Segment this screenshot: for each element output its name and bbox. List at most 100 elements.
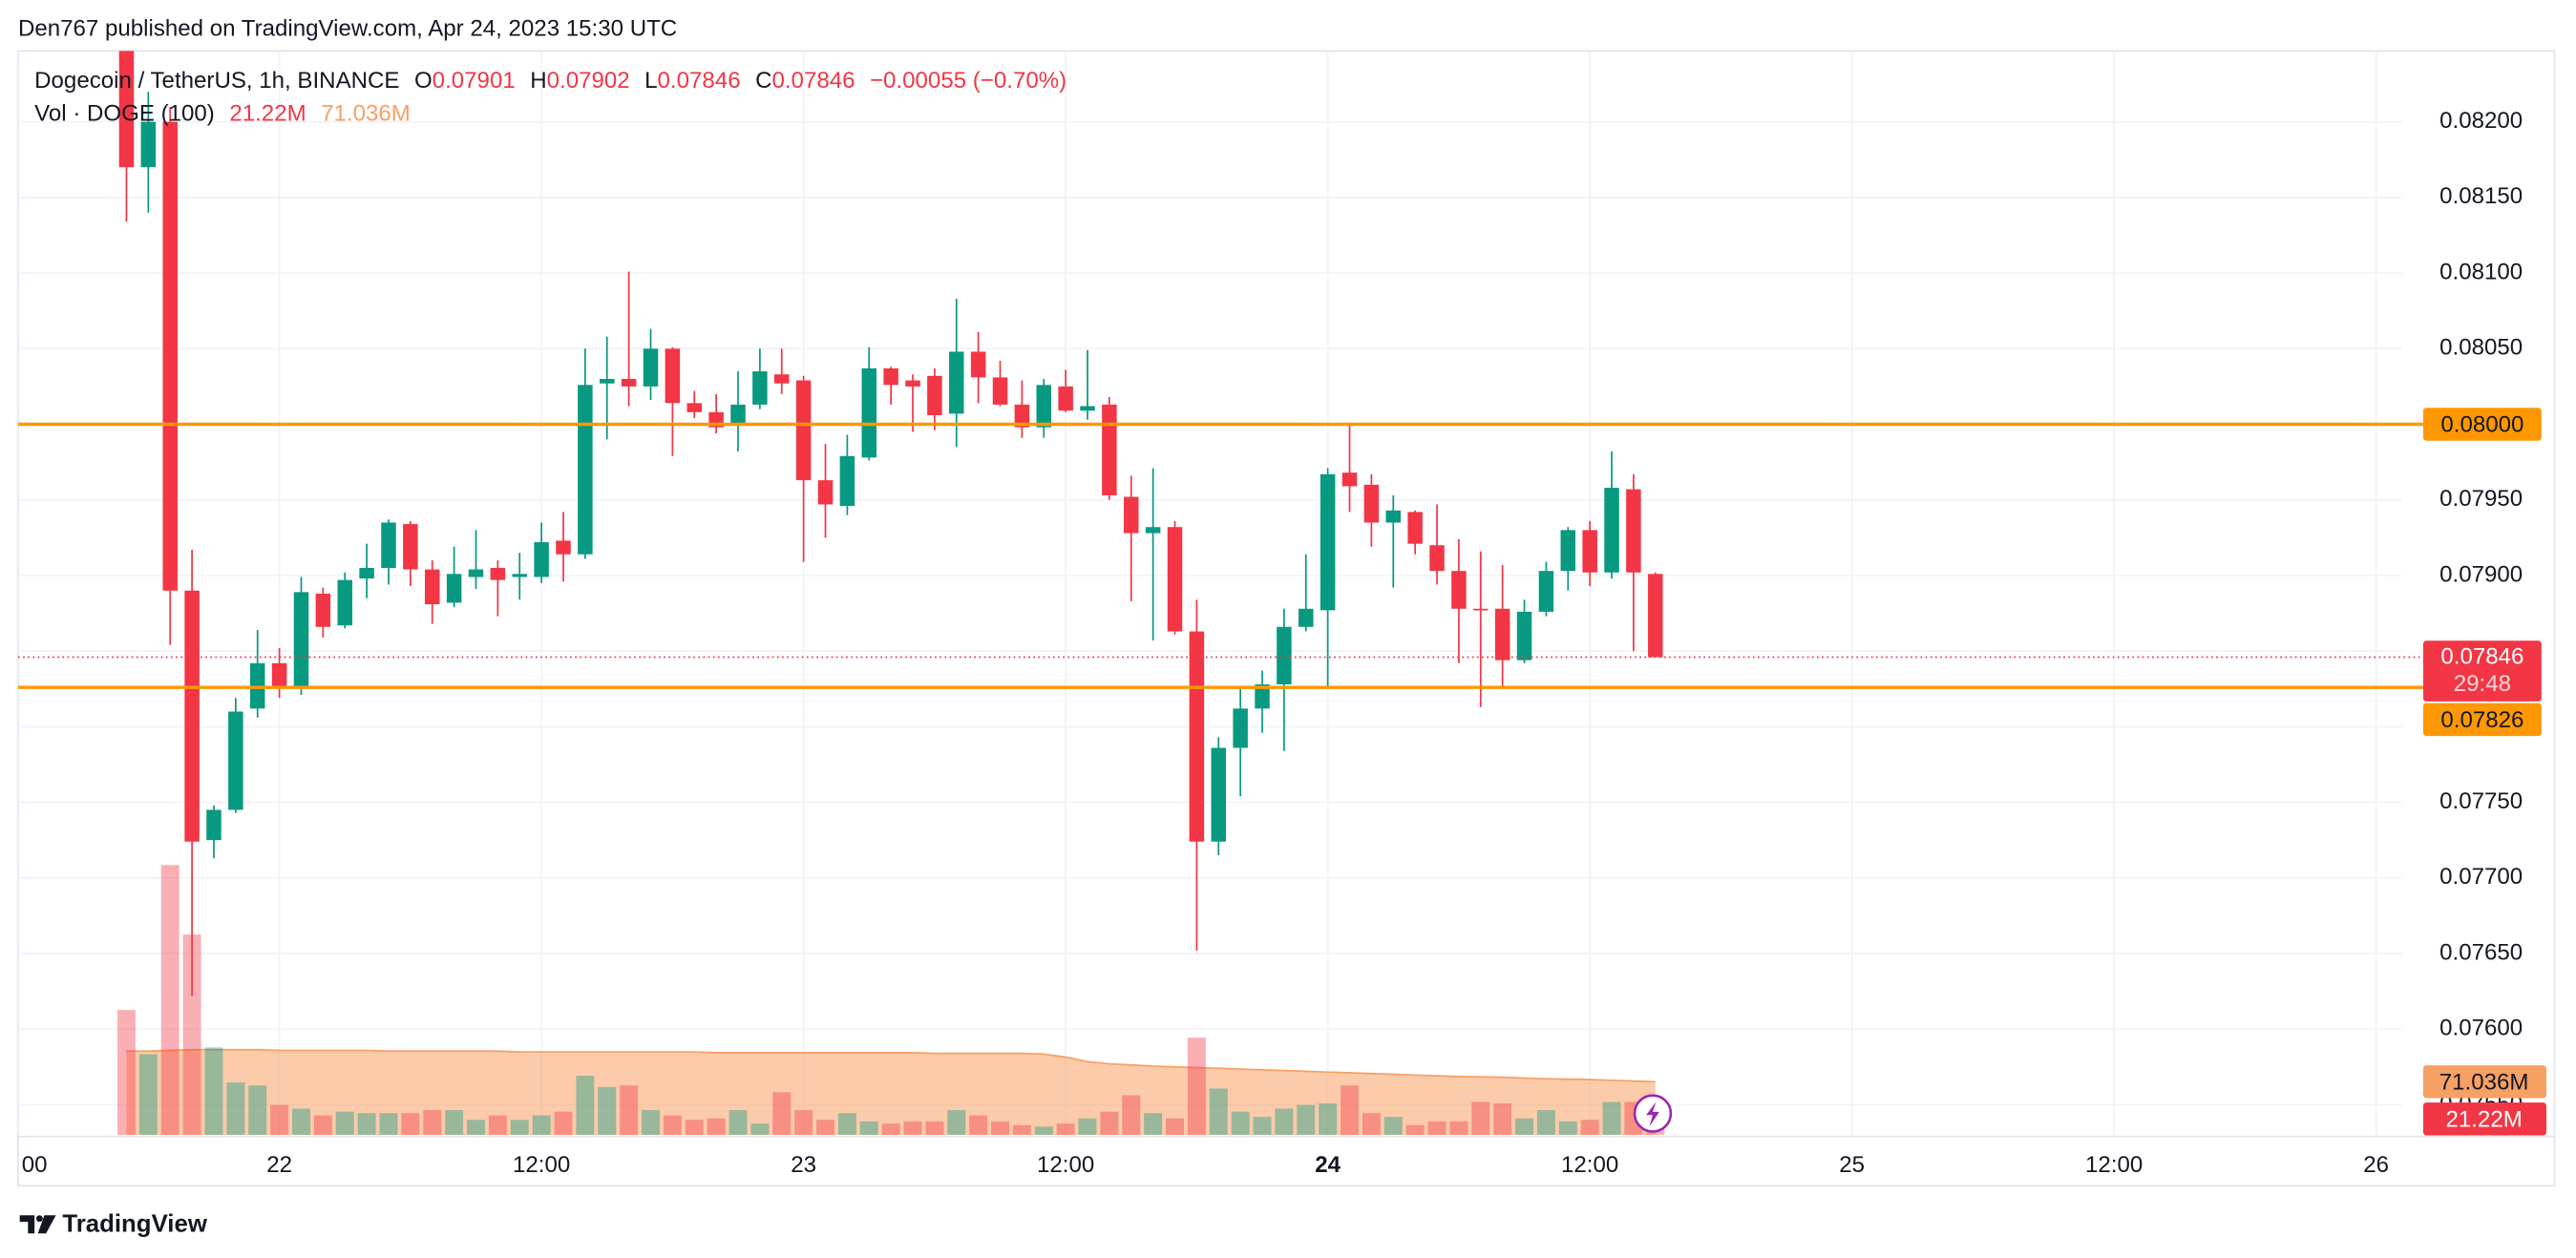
volume-bar — [1362, 1113, 1381, 1135]
volume-bar — [1602, 1101, 1621, 1135]
candle-body — [359, 568, 374, 579]
volume-name: Vol · DOGE (100) — [34, 101, 215, 127]
volume-bar — [925, 1121, 944, 1135]
candle-body — [665, 348, 681, 404]
volume-bar — [1319, 1103, 1338, 1135]
volume-bar — [204, 1047, 223, 1135]
volume-bar — [1122, 1095, 1141, 1135]
ohlc-label: O — [414, 68, 433, 94]
volume-bar — [292, 1108, 310, 1135]
symbol-legend: Dogecoin / TetherUS, 1h, BINANCE O0.07901… — [34, 68, 1066, 94]
x-tick-label: 12:00 — [513, 1152, 570, 1178]
volume-bar — [1253, 1117, 1272, 1135]
ohlc-label: C — [755, 68, 771, 94]
candle-body — [992, 377, 1008, 405]
y-tick-label: 0.08200 — [2439, 108, 2523, 134]
candle-body — [949, 351, 964, 414]
candle-body — [118, 51, 135, 168]
candle-body — [861, 367, 877, 458]
volume-bar — [685, 1120, 704, 1135]
volume-bar — [772, 1092, 792, 1135]
candle-body — [839, 455, 855, 507]
x-tick-label: 12:00 — [1037, 1152, 1094, 1178]
x-tick-label: 00 — [22, 1152, 48, 1178]
volume-bar — [160, 865, 179, 1135]
candle-body — [1604, 488, 1619, 573]
candle-body — [730, 404, 746, 427]
candle-body — [1080, 406, 1095, 411]
candle-body — [1320, 473, 1336, 611]
volume-bar — [837, 1113, 856, 1135]
candle-body — [534, 542, 549, 577]
volume-bar — [903, 1121, 922, 1135]
volume-bar — [117, 1010, 136, 1135]
candle-body — [512, 574, 527, 577]
replay-icon[interactable] — [1633, 1094, 1673, 1133]
x-tick-label: 12:00 — [1561, 1152, 1618, 1178]
candle-body — [1189, 631, 1205, 842]
volume-bar — [1100, 1111, 1119, 1135]
volume-bar — [576, 1076, 595, 1135]
y-tick-label: 0.07700 — [2439, 864, 2523, 890]
candle-body — [1341, 472, 1358, 487]
y-tick-label: 0.07650 — [2439, 939, 2523, 965]
volume-bar — [1034, 1126, 1053, 1135]
candle-body — [774, 374, 790, 384]
candle-body — [927, 375, 942, 416]
y-tick-label: 0.08150 — [2439, 183, 2523, 209]
logo-dot — [35, 1215, 43, 1223]
ohlc-value: 0.07846 — [771, 68, 855, 94]
ohlc-value: 0.07902 — [547, 68, 630, 94]
y-tick-label: 0.07950 — [2439, 486, 2523, 512]
volume-bar — [270, 1104, 289, 1135]
volume-bar — [969, 1115, 988, 1135]
candle-body — [271, 662, 287, 686]
candle-body — [1058, 386, 1073, 411]
x-tick-label: 12:00 — [2085, 1152, 2143, 1178]
candle-body — [556, 540, 571, 555]
candle-body — [795, 380, 812, 481]
candle-body — [1494, 608, 1510, 660]
volume-ma-badge — [2422, 1065, 2546, 1099]
candle-body — [403, 524, 418, 570]
volume-bar — [248, 1085, 267, 1135]
ohlc-label: L — [644, 68, 657, 94]
volume-bar — [794, 1110, 813, 1135]
candle-body — [817, 480, 834, 505]
candle-body — [1560, 530, 1576, 572]
candle-body — [1582, 530, 1597, 573]
candle-body — [424, 569, 440, 605]
candle-body — [970, 351, 986, 378]
volume-bar — [423, 1110, 442, 1135]
symbol-title: Dogecoin / TetherUS, 1h, BINANCE — [34, 68, 399, 94]
level-badge-label: 0.07826 — [2440, 707, 2523, 733]
candle-body — [1473, 608, 1489, 611]
volume-bar — [445, 1110, 464, 1135]
volume-bar — [1405, 1124, 1425, 1135]
y-tick-label: 0.08050 — [2439, 335, 2523, 361]
volume-bar — [488, 1115, 507, 1135]
volume-bar — [663, 1115, 682, 1135]
candle-body — [1255, 683, 1270, 709]
candle-body — [1429, 545, 1445, 572]
volume-pane — [117, 865, 1665, 1135]
candle-body — [293, 592, 309, 686]
candle-body — [578, 385, 593, 555]
candle-body — [337, 579, 352, 626]
volume-bar — [1341, 1085, 1359, 1135]
logo-part — [37, 1215, 56, 1234]
volume-bar — [1383, 1117, 1403, 1135]
volume-bar — [1231, 1111, 1250, 1135]
volume-bar — [467, 1120, 485, 1135]
candle-body — [1145, 527, 1161, 534]
levels — [17, 422, 2423, 689]
volume-bar — [554, 1111, 573, 1135]
volume-bar — [620, 1085, 639, 1135]
candle-body — [1124, 496, 1139, 534]
candle-body — [600, 378, 615, 384]
level-badge — [2422, 408, 2542, 441]
ohlc-label: H — [530, 68, 546, 94]
candle-body — [140, 121, 157, 168]
last-price-label: 0.07846 — [2440, 644, 2523, 670]
volume-bar — [1471, 1101, 1490, 1135]
